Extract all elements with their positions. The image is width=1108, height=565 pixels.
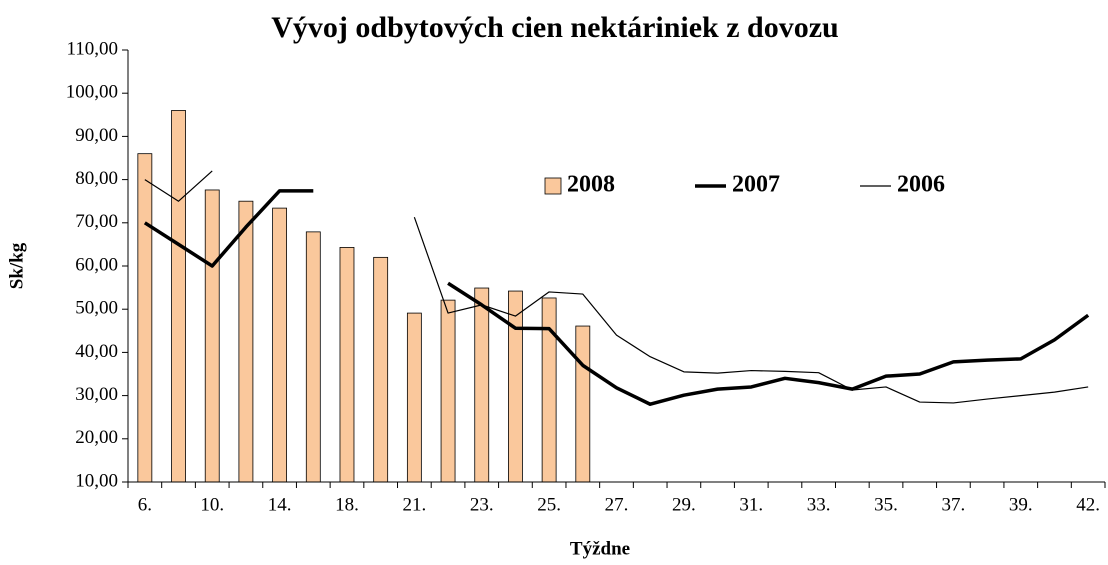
x-tick-label: 31. bbox=[739, 494, 763, 515]
bar bbox=[474, 287, 490, 483]
x-tick-label: 35. bbox=[874, 494, 898, 515]
y-tick-label: 100,00 bbox=[66, 82, 118, 103]
line bbox=[143, 189, 1090, 406]
y-axis-label: Sk/kg bbox=[6, 242, 27, 289]
bar bbox=[238, 200, 254, 483]
x-tick-label: 42. bbox=[1076, 494, 1100, 515]
bar bbox=[440, 299, 456, 483]
x-tick-label: 10. bbox=[200, 494, 224, 515]
bar bbox=[575, 325, 591, 483]
legend-label: 2007 bbox=[732, 172, 780, 198]
x-tick-label: 14. bbox=[268, 494, 292, 515]
y-tick-label: 110,00 bbox=[66, 38, 118, 59]
bar bbox=[305, 231, 321, 483]
line bbox=[144, 170, 1089, 404]
bar bbox=[272, 207, 288, 483]
y-tick-label: 50,00 bbox=[75, 298, 118, 319]
legend-swatch bbox=[544, 177, 562, 195]
y-tick-label: 80,00 bbox=[75, 168, 118, 189]
bar bbox=[373, 256, 389, 483]
x-tick-label: 37. bbox=[942, 494, 966, 515]
bar bbox=[541, 297, 557, 483]
x-tick-label: 21. bbox=[402, 494, 426, 515]
legend-label: 2006 bbox=[897, 172, 945, 198]
y-tick-label: 20,00 bbox=[75, 427, 118, 448]
x-tick-label: 23. bbox=[470, 494, 494, 515]
x-tick-label: 25. bbox=[537, 494, 561, 515]
bar bbox=[171, 110, 186, 483]
bar bbox=[339, 247, 355, 483]
x-tick-label: 39. bbox=[1009, 494, 1033, 515]
y-tick-label: 30,00 bbox=[75, 384, 118, 405]
x-tick-label: 18. bbox=[335, 494, 359, 515]
bar bbox=[406, 312, 422, 483]
x-tick-label: 29. bbox=[672, 494, 696, 515]
y-tick-label: 40,00 bbox=[75, 341, 118, 362]
chart-title: Vývoj odbytových cien nektáriniek z dovo… bbox=[271, 11, 839, 44]
x-tick-label: 27. bbox=[605, 494, 629, 515]
x-tick-label: 6. bbox=[138, 494, 152, 515]
bar bbox=[508, 290, 523, 483]
bar bbox=[204, 189, 220, 483]
x-axis-label: Týždne bbox=[570, 538, 630, 559]
y-tick-label: 70,00 bbox=[75, 211, 118, 232]
y-tick-label: 60,00 bbox=[75, 254, 118, 275]
legend-label: 2008 bbox=[567, 172, 615, 198]
x-tick-label: 33. bbox=[807, 494, 831, 515]
y-tick-label: 90,00 bbox=[75, 125, 118, 146]
bar bbox=[137, 153, 153, 483]
y-tick-label: 10,00 bbox=[75, 470, 118, 491]
